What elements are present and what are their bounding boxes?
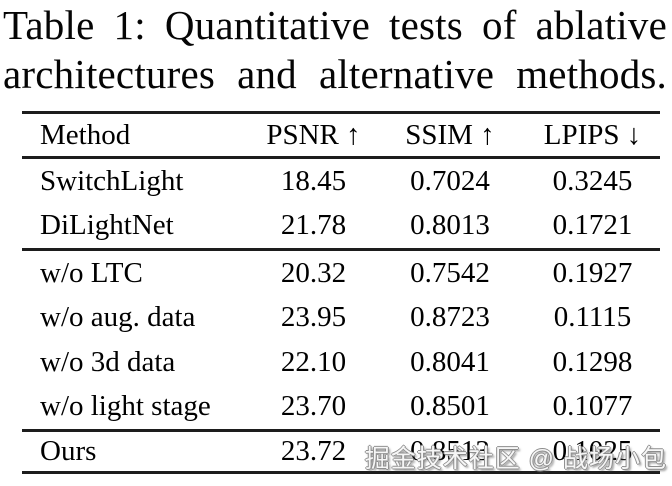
ssim-cell: 0.7024 xyxy=(410,164,490,197)
table-caption: Table 1: Quantitative tests of ablative … xyxy=(3,1,667,99)
table-row-ours: Ours 23.72 0.8513 0.1025 xyxy=(22,432,660,471)
psnr-cell: 21.78 xyxy=(280,209,347,242)
column-header-method: Method xyxy=(40,118,131,151)
caption-line-2: architectures and alternative methods. xyxy=(3,51,667,97)
method-cell: SwitchLight xyxy=(40,164,184,197)
column-header-lpips: LPIPS ↓ xyxy=(543,118,642,151)
table-rule-group-1 xyxy=(22,248,660,251)
lpips-cell: 0.1927 xyxy=(552,256,633,289)
table-row-wo-aug-data: w/o aug. data 23.95 0.8723 0.1115 xyxy=(22,296,660,341)
method-cell: w/o 3d data xyxy=(40,345,176,378)
table-row-dilightnet: DiLightNet 21.78 0.8013 0.1721 xyxy=(22,204,660,249)
psnr-cell: 23.72 xyxy=(280,435,347,467)
method-cell: w/o light stage xyxy=(40,390,211,423)
ssim-cell: 0.8041 xyxy=(410,345,490,378)
psnr-cell: 22.10 xyxy=(280,345,347,378)
column-header-ssim: SSIM ↑ xyxy=(405,118,495,151)
method-cell: DiLightNet xyxy=(40,209,174,242)
column-header-psnr: PSNR ↑ xyxy=(266,118,361,151)
psnr-cell: 23.70 xyxy=(280,390,347,423)
psnr-cell: 18.45 xyxy=(280,164,347,197)
lpips-cell: 0.1115 xyxy=(553,301,632,334)
ssim-cell: 0.8501 xyxy=(410,390,490,423)
method-cell: w/o LTC xyxy=(40,256,143,289)
table-rule-group-2 xyxy=(22,429,660,432)
table-row-wo-light-stage: w/o light stage 23.70 0.8501 0.1077 xyxy=(22,385,660,430)
ssim-cell: 0.8013 xyxy=(410,209,490,242)
table-row-switchlight: SwitchLight 18.45 0.7024 0.3245 xyxy=(22,159,660,204)
ssim-cell: 0.8723 xyxy=(410,301,490,334)
ssim-cell: 0.8513 xyxy=(410,435,490,467)
method-cell: Ours xyxy=(40,435,97,467)
table-row-wo-ltc: w/o LTC 20.32 0.7542 0.1927 xyxy=(22,251,660,296)
lpips-cell: 0.3245 xyxy=(552,164,633,197)
ssim-cell: 0.7542 xyxy=(410,256,490,289)
table-row-wo-3d-data: w/o 3d data 22.10 0.8041 0.1298 xyxy=(22,340,660,385)
table-rule-below-header xyxy=(22,156,660,159)
lpips-cell: 0.1298 xyxy=(552,345,633,378)
psnr-cell: 23.95 xyxy=(280,301,347,334)
method-cell: w/o aug. data xyxy=(40,301,196,334)
lpips-cell: 0.1025 xyxy=(552,435,633,467)
psnr-cell: 20.32 xyxy=(280,256,347,289)
table-rule-bottom xyxy=(22,471,660,474)
lpips-cell: 0.1721 xyxy=(552,209,633,242)
lpips-cell: 0.1077 xyxy=(552,390,633,423)
results-table: Method PSNR ↑ SSIM ↑ LPIPS ↓ SwitchLight… xyxy=(22,111,660,474)
table-header-row: Method PSNR ↑ SSIM ↑ LPIPS ↓ xyxy=(22,114,660,156)
table-rule-top xyxy=(22,111,660,114)
caption-line-1: Table 1: Quantitative tests of ablative xyxy=(3,2,667,48)
